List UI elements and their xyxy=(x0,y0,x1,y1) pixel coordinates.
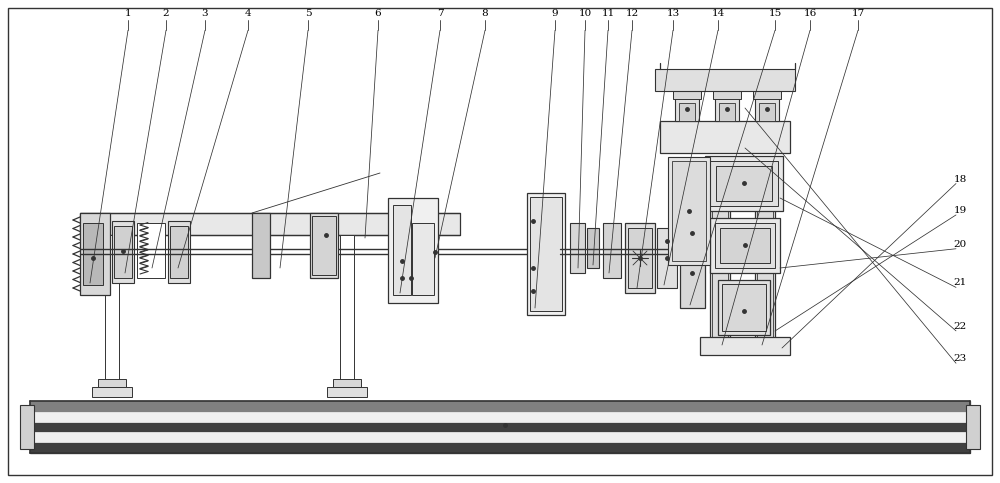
Text: 9: 9 xyxy=(552,9,558,18)
Bar xyxy=(675,93,699,121)
Text: 12: 12 xyxy=(625,9,639,18)
Bar xyxy=(759,103,775,121)
Bar xyxy=(710,161,778,206)
Bar xyxy=(722,284,766,331)
Text: 17: 17 xyxy=(851,9,865,18)
Text: 2: 2 xyxy=(163,9,169,18)
Bar xyxy=(98,379,126,387)
Bar xyxy=(30,401,970,453)
Bar xyxy=(603,223,621,278)
Bar xyxy=(327,387,367,397)
Bar xyxy=(170,226,188,278)
Text: 18: 18 xyxy=(953,174,967,184)
Text: 10: 10 xyxy=(578,9,592,18)
Bar xyxy=(657,228,677,288)
Bar xyxy=(168,221,190,283)
Bar xyxy=(713,91,741,99)
Bar xyxy=(625,223,655,293)
Bar xyxy=(30,443,970,453)
Bar xyxy=(105,235,119,397)
Bar xyxy=(757,159,773,343)
Bar xyxy=(340,235,354,397)
Text: 11: 11 xyxy=(601,9,615,18)
Text: 4: 4 xyxy=(245,9,251,18)
Bar xyxy=(312,216,336,275)
Bar xyxy=(755,93,779,121)
Bar xyxy=(388,198,438,303)
Bar xyxy=(527,193,565,315)
Text: 15: 15 xyxy=(768,9,782,18)
Text: 20: 20 xyxy=(953,240,967,249)
Bar xyxy=(673,91,701,99)
Bar xyxy=(668,157,710,265)
Bar xyxy=(30,401,970,411)
Bar xyxy=(114,226,132,278)
Bar xyxy=(310,213,338,278)
Text: 14: 14 xyxy=(711,9,725,18)
Bar xyxy=(80,213,110,295)
Bar xyxy=(700,337,790,355)
Bar xyxy=(333,379,361,387)
Bar xyxy=(679,103,695,121)
Bar xyxy=(710,218,780,273)
Bar xyxy=(530,197,562,311)
Bar xyxy=(628,228,652,288)
Bar xyxy=(672,161,706,261)
Text: 16: 16 xyxy=(803,9,817,18)
Bar xyxy=(30,423,970,431)
Bar xyxy=(710,157,730,345)
Bar xyxy=(680,218,705,308)
Text: 5: 5 xyxy=(305,9,311,18)
Text: 7: 7 xyxy=(437,9,443,18)
Bar xyxy=(20,405,34,449)
Bar xyxy=(660,121,790,153)
Bar xyxy=(755,157,775,345)
Bar xyxy=(570,223,585,273)
Bar xyxy=(712,159,728,343)
Bar xyxy=(719,103,735,121)
Text: 3: 3 xyxy=(202,9,208,18)
Bar xyxy=(753,91,781,99)
Text: 23: 23 xyxy=(953,354,967,363)
Text: 6: 6 xyxy=(375,9,381,18)
Text: 21: 21 xyxy=(953,278,967,287)
Bar xyxy=(715,223,775,268)
Text: 1: 1 xyxy=(125,9,131,18)
Bar xyxy=(705,156,783,211)
Bar xyxy=(587,228,599,268)
Bar xyxy=(137,223,165,278)
Text: 19: 19 xyxy=(953,206,967,215)
Bar xyxy=(412,223,434,295)
Bar xyxy=(92,387,132,397)
Bar xyxy=(83,223,103,285)
Bar xyxy=(112,221,134,283)
Bar xyxy=(716,166,772,201)
Text: 13: 13 xyxy=(666,9,680,18)
Bar xyxy=(720,228,770,263)
Bar xyxy=(252,213,270,278)
Text: 8: 8 xyxy=(482,9,488,18)
Bar xyxy=(718,280,770,335)
Text: 22: 22 xyxy=(953,322,967,331)
Bar xyxy=(655,69,795,91)
Bar xyxy=(80,213,460,235)
Bar xyxy=(393,205,411,295)
Bar xyxy=(715,93,739,121)
Bar xyxy=(966,405,980,449)
